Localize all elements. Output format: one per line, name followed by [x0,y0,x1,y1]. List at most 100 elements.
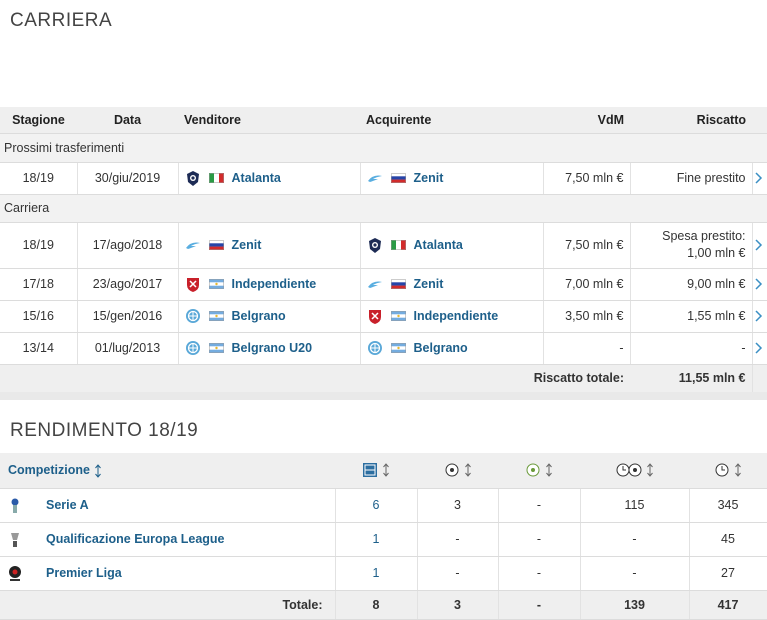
section-label: Prossimi trasferimenti [0,133,767,163]
column-header: VdM [543,107,630,134]
club-link[interactable]: Zenit [231,238,262,252]
date: 17/ago/2018 [77,222,179,269]
competition-link[interactable]: Qualificazione Europa League [46,532,225,546]
stat-icon [616,463,641,477]
stat: - [580,556,690,591]
club: Zenit [367,170,537,187]
club: Independiente [367,308,537,325]
column-header: Riscatto [630,107,752,134]
total-label: Totale: [0,590,336,620]
club-link[interactable]: Belgrano [231,309,286,323]
chevron-cell [752,332,767,365]
header-row: Stagione Data Venditore Acquirente VdM Riscat… [0,107,767,134]
seller: Belgrano [178,300,361,333]
stat: 3 [417,488,499,523]
club-link[interactable]: Independiente [413,309,499,323]
club-link[interactable]: Independiente [231,277,317,291]
flag [390,311,406,321]
header-row: Competizione [0,453,767,489]
stat: 27 [689,556,767,591]
fee-note: Spesa prestito: [662,229,746,243]
club-link[interactable]: Zenit [413,277,444,291]
sort-icon[interactable] [382,463,390,478]
column-header [335,453,417,489]
club-link[interactable]: Atalanta [413,238,463,252]
total-value: 11,55 mln € [630,364,753,393]
season: 18/19 [0,162,78,195]
buyer: Atalanta [360,222,544,269]
club: Independiente [185,276,354,293]
flag [390,343,406,353]
seller: Independiente [178,268,361,301]
date: 30/giu/2019 [77,162,179,195]
sort-icon[interactable] [646,463,654,478]
fee-value: 9,00 mln € [687,276,746,291]
sort-icon[interactable] [734,463,742,478]
chevron[interactable] [753,276,763,292]
stat-icon [363,463,377,478]
date: 23/ago/2017 [77,268,179,301]
club-logo [368,237,381,253]
seller: Zenit [178,222,361,269]
competition-row: Serie A 6 3-115 345 [0,488,767,523]
section-label: Carriera [0,194,767,223]
total-row: Riscatto totale: 11,55 mln € [0,364,767,393]
column-header: Stagione [0,107,77,134]
club-logo [185,242,200,249]
club-link[interactable]: Belgrano U20 [231,341,313,355]
club: Belgrano [367,340,537,357]
chevron[interactable] [753,340,763,356]
competition-logo [9,565,21,581]
chevron-cell [752,222,767,269]
competition-cell: Premier Liga [8,565,329,582]
club-logo [367,175,382,182]
club-link[interactable]: Zenit [413,171,444,185]
sort-icon[interactable] [94,463,102,478]
section-title: RENDIMENTO 18/19 [10,420,199,441]
flag [208,240,224,250]
club-logo [185,340,200,355]
section-title: CARRIERA [10,10,113,31]
club-link[interactable]: Atalanta [231,171,281,185]
sort-link[interactable]: Competizione [8,462,90,477]
season: 18/19 [0,222,78,269]
stat: - [498,556,581,591]
stat: 45 [689,522,767,557]
buyer: Independiente [360,300,544,333]
sort-icon[interactable] [464,463,472,478]
club: Belgrano [185,308,354,325]
competition-link[interactable]: Premier Liga [46,566,122,580]
stat: 345 [689,488,767,523]
market-value: 3,50 mln € [543,300,631,333]
total-stat: 417 [689,590,767,620]
chevron[interactable] [753,237,763,253]
competition: Premier Liga [0,556,336,591]
transfer-row: 13/14 01/lug/2013 Belgrano U20 Belgrano - - [0,332,767,365]
transfer-table: Stagione Data Venditore Acquirente VdM Riscat… [0,107,767,393]
competition-link[interactable]: Serie A [46,498,89,512]
column-header: Venditore [178,107,360,134]
market-value: 7,50 mln € [543,162,631,195]
column-header [752,107,767,134]
club-logo [368,309,381,324]
stat: 115 [580,488,690,523]
section-row: Carriera [0,194,767,223]
sort-icon[interactable] [545,463,553,478]
chevron[interactable] [753,170,763,186]
section-row: Prossimi trasferimenti [0,133,767,163]
competition-logo [11,532,19,547]
season: 13/14 [0,332,78,365]
performance-table: Competizione Serie A 6 3-115 345 Qualificazio… [0,453,767,620]
competition-logo [11,498,19,513]
chevron[interactable] [753,308,763,324]
seller: Belgrano U20 [178,332,361,365]
column-header [580,453,689,489]
club-logo [186,170,199,186]
club: Zenit [367,276,537,293]
club-link[interactable]: Belgrano [413,341,468,355]
fee-value: Fine prestito [676,170,746,185]
date: 15/gen/2016 [77,300,179,333]
buyer: Belgrano [360,332,544,365]
spacer [752,364,767,393]
fee: Fine prestito [630,162,753,195]
